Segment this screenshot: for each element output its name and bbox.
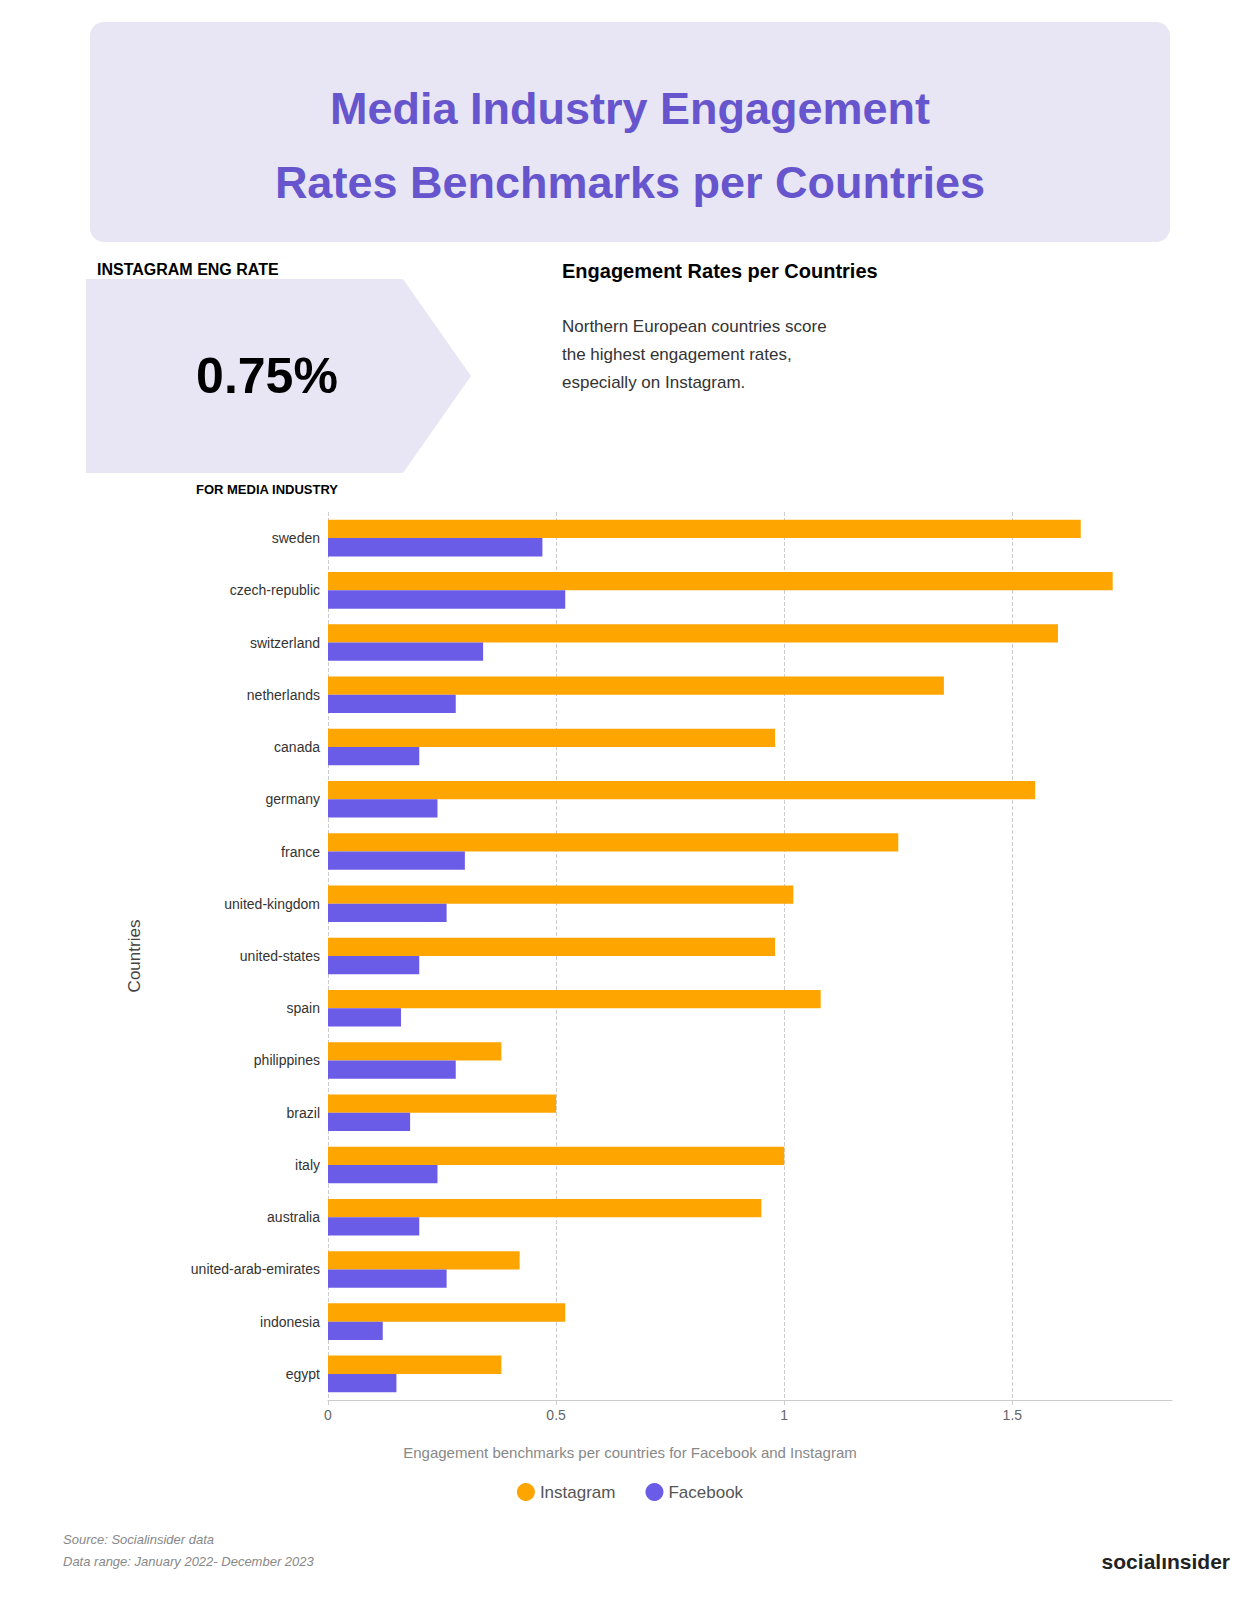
svg-text:0: 0 [324, 1407, 332, 1423]
svg-text:Countries: Countries [125, 920, 144, 993]
svg-text:1.5: 1.5 [1003, 1407, 1023, 1423]
svg-text:netherlands: netherlands [247, 687, 320, 703]
svg-text:Engagement Rates per Countries: Engagement Rates per Countries [562, 260, 878, 282]
svg-text:united-arab-emirates: united-arab-emirates [191, 1261, 320, 1277]
svg-text:Facebook: Facebook [668, 1483, 743, 1502]
svg-text:czech-republic: czech-republic [230, 582, 320, 598]
svg-text:italy: italy [295, 1157, 320, 1173]
svg-text:0.75%: 0.75% [196, 348, 338, 404]
svg-text:switzerland: switzerland [250, 635, 320, 651]
svg-text:brazil: brazil [287, 1105, 320, 1121]
svg-text:Engagement benchmarks per coun: Engagement benchmarks per countries for … [403, 1444, 857, 1461]
svg-text:FOR MEDIA INDUSTRY: FOR MEDIA INDUSTRY [196, 482, 338, 497]
svg-text:socialınsider: socialınsider [1102, 1550, 1230, 1573]
svg-text:the highest engagement rates,: the highest engagement rates, [562, 345, 792, 364]
svg-text:philippines: philippines [254, 1052, 320, 1068]
svg-text:Data range: January 2022- Dece: Data range: January 2022- December 2023 [63, 1554, 315, 1569]
svg-text:indonesia: indonesia [260, 1314, 320, 1330]
svg-text:canada: canada [274, 739, 320, 755]
svg-text:united-kingdom: united-kingdom [224, 896, 320, 912]
svg-text:0.5: 0.5 [546, 1407, 566, 1423]
svg-text:INSTAGRAM ENG RATE: INSTAGRAM ENG RATE [97, 261, 279, 278]
svg-text:Media Industry Engagement: Media Industry Engagement [330, 83, 930, 134]
svg-text:1: 1 [780, 1407, 788, 1423]
svg-text:Rates Benchmarks per Countries: Rates Benchmarks per Countries [275, 157, 985, 208]
svg-text:Source: Socialinsider data: Source: Socialinsider data [63, 1532, 214, 1547]
svg-text:united-states: united-states [240, 948, 320, 964]
svg-text:germany: germany [266, 791, 320, 807]
svg-text:Northern European countries sc: Northern European countries score [562, 317, 827, 336]
svg-text:especially on Instagram.: especially on Instagram. [562, 373, 745, 392]
svg-text:sweden: sweden [272, 530, 320, 546]
svg-text:Instagram: Instagram [540, 1483, 616, 1502]
svg-text:egypt: egypt [286, 1366, 320, 1382]
svg-text:australia: australia [267, 1209, 320, 1225]
svg-text:france: france [281, 844, 320, 860]
svg-text:spain: spain [287, 1000, 320, 1016]
